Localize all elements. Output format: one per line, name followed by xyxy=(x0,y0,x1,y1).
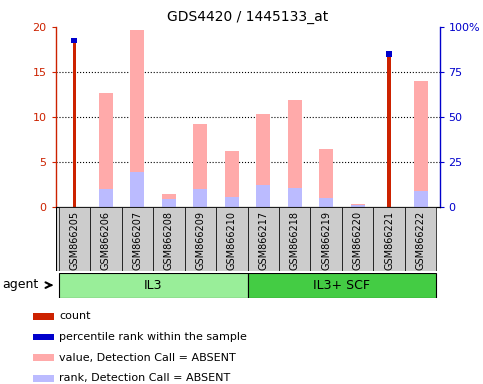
Text: GSM866220: GSM866220 xyxy=(353,210,363,270)
Bar xyxy=(90,207,122,271)
Bar xyxy=(59,273,248,298)
Text: count: count xyxy=(59,311,90,321)
Bar xyxy=(225,151,239,207)
Bar xyxy=(387,54,391,207)
Bar xyxy=(185,207,216,271)
Bar xyxy=(351,205,365,207)
Text: GSM866207: GSM866207 xyxy=(132,210,142,270)
Text: GSM866219: GSM866219 xyxy=(321,210,331,270)
Bar xyxy=(33,334,54,340)
Text: value, Detection Call = ABSENT: value, Detection Call = ABSENT xyxy=(59,353,236,362)
Bar xyxy=(130,172,144,207)
Bar xyxy=(122,207,153,271)
Bar xyxy=(99,93,113,207)
Bar xyxy=(405,207,436,271)
Bar xyxy=(33,354,54,361)
Bar xyxy=(373,207,405,271)
Text: GSM866209: GSM866209 xyxy=(195,210,205,270)
Text: GSM866208: GSM866208 xyxy=(164,210,174,270)
Bar xyxy=(248,273,436,298)
Bar xyxy=(279,207,311,271)
Text: GSM866205: GSM866205 xyxy=(70,210,79,270)
Bar xyxy=(319,198,333,207)
Bar xyxy=(248,207,279,271)
Bar xyxy=(153,207,185,271)
Bar xyxy=(413,191,428,207)
Text: GSM866217: GSM866217 xyxy=(258,210,268,270)
Bar xyxy=(288,100,302,207)
Bar xyxy=(288,189,302,207)
Bar xyxy=(33,313,54,319)
Bar xyxy=(256,185,270,207)
Bar xyxy=(216,207,248,271)
Text: GSM866218: GSM866218 xyxy=(290,210,300,270)
Text: agent: agent xyxy=(2,278,39,291)
Bar xyxy=(225,197,239,207)
Bar xyxy=(413,81,428,207)
Bar xyxy=(59,207,90,271)
Bar xyxy=(319,149,333,207)
Bar xyxy=(33,375,54,382)
Title: GDS4420 / 1445133_at: GDS4420 / 1445133_at xyxy=(167,10,328,25)
Text: GSM866221: GSM866221 xyxy=(384,210,394,270)
Bar xyxy=(256,114,270,207)
Bar xyxy=(162,194,176,207)
Bar xyxy=(386,51,392,57)
Text: percentile rank within the sample: percentile rank within the sample xyxy=(59,332,247,342)
Bar xyxy=(162,199,176,207)
Bar xyxy=(193,189,207,207)
Text: GSM866206: GSM866206 xyxy=(101,210,111,270)
Bar xyxy=(342,207,373,271)
Bar xyxy=(99,189,113,207)
Bar xyxy=(351,204,365,207)
Text: rank, Detection Call = ABSENT: rank, Detection Call = ABSENT xyxy=(59,373,230,383)
Bar xyxy=(71,38,77,43)
Bar xyxy=(311,207,342,271)
Bar xyxy=(193,124,207,207)
Text: IL3: IL3 xyxy=(144,279,162,291)
Text: IL3+ SCF: IL3+ SCF xyxy=(313,279,370,291)
Text: GSM866210: GSM866210 xyxy=(227,210,237,270)
Bar xyxy=(130,30,144,207)
Bar xyxy=(72,40,76,207)
Text: GSM866222: GSM866222 xyxy=(416,210,426,270)
